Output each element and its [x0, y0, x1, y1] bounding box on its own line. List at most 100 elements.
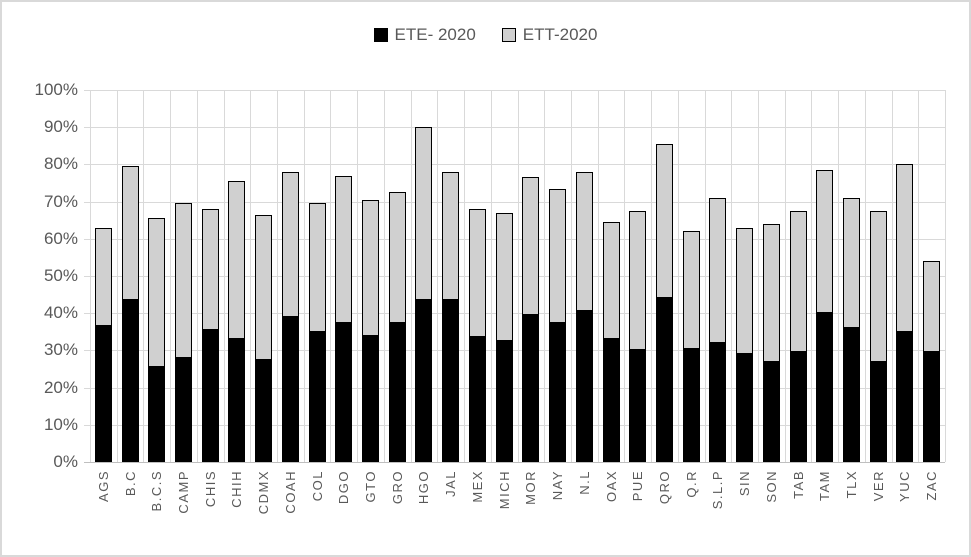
bar-segment-ett-2020[interactable]	[228, 181, 246, 340]
bar-segment-ett-2020[interactable]	[308, 203, 326, 332]
vertical-gridline	[223, 90, 225, 462]
vertical-gridline	[597, 90, 599, 462]
legend-item[interactable]: ETT-2020	[501, 26, 597, 43]
vertical-gridline	[918, 90, 920, 462]
bar-segment-ett-2020[interactable]	[682, 231, 700, 349]
legend-item[interactable]: ETE- 2020	[373, 26, 476, 43]
bar-segment-ett-2020[interactable]	[842, 197, 860, 329]
bar-segment-ett-2020[interactable]	[629, 210, 647, 351]
bar-segment-ett-2020[interactable]	[415, 127, 433, 301]
bar-segment-ete-2020[interactable]	[388, 322, 406, 462]
vertical-gridline	[303, 90, 305, 462]
bar-segment-ete-2020[interactable]	[201, 329, 219, 462]
bar-segment-ett-2020[interactable]	[923, 261, 941, 353]
bar-segment-ett-2020[interactable]	[736, 227, 754, 355]
bar-segment-ete-2020[interactable]	[762, 361, 780, 462]
bar-segment-ett-2020[interactable]	[388, 192, 406, 323]
x-axis-tick-label-text: OAX	[603, 470, 619, 502]
bar-segment-ete-2020[interactable]	[415, 300, 433, 462]
bar-segment-ete-2020[interactable]	[175, 357, 193, 462]
bar-segment-ett-2020[interactable]	[816, 169, 834, 314]
bar-segment-ete-2020[interactable]	[255, 359, 273, 462]
bar-segment-ete-2020[interactable]	[789, 352, 807, 462]
bar-segment-ett-2020[interactable]	[495, 212, 513, 342]
bar-segment-ett-2020[interactable]	[709, 197, 727, 343]
bar-stack	[629, 90, 647, 462]
bar-segment-ete-2020[interactable]	[923, 352, 941, 462]
vertical-gridline	[437, 90, 439, 462]
bar-segment-ett-2020[interactable]	[869, 210, 887, 362]
bar-segment-ete-2020[interactable]	[629, 350, 647, 462]
bar-segment-ett-2020[interactable]	[121, 166, 139, 301]
y-axis-tick-label: 20%	[43, 377, 78, 397]
y-axis-tick-label: 0%	[53, 452, 78, 471]
bar-segment-ett-2020[interactable]	[94, 227, 112, 327]
bar-segment-ett-2020[interactable]	[281, 171, 299, 317]
bar-segment-ete-2020[interactable]	[335, 322, 353, 462]
x-axis-tick-label-text: CDMX	[256, 470, 272, 515]
x-axis-tick-label: N.L	[576, 470, 601, 495]
bar-segment-ett-2020[interactable]	[549, 188, 567, 323]
bar-segment-ete-2020[interactable]	[869, 361, 887, 462]
bar-segment-ete-2020[interactable]	[709, 342, 727, 462]
bar-segment-ett-2020[interactable]	[442, 171, 460, 301]
bar-segment-ete-2020[interactable]	[602, 339, 620, 462]
bar-segment-ett-2020[interactable]	[362, 199, 380, 336]
bar-segment-ett-2020[interactable]	[762, 223, 780, 362]
bar-segment-ete-2020[interactable]	[682, 348, 700, 462]
vertical-gridline	[277, 90, 279, 462]
bar-segment-ete-2020[interactable]	[121, 300, 139, 462]
bar-segment-ete-2020[interactable]	[655, 298, 673, 462]
bar-segment-ete-2020[interactable]	[281, 316, 299, 462]
bar-segment-ett-2020[interactable]	[335, 175, 353, 323]
x-axis-tick-label-text: VER	[870, 470, 886, 502]
bar-segment-ete-2020[interactable]	[736, 354, 754, 462]
bar-stack	[842, 90, 860, 462]
bar-segment-ett-2020[interactable]	[575, 171, 593, 312]
bar-segment-ete-2020[interactable]	[842, 328, 860, 462]
vertical-gridline	[757, 90, 759, 462]
bar-segment-ete-2020[interactable]	[468, 337, 486, 462]
bar-segment-ete-2020[interactable]	[522, 315, 540, 462]
x-axis-tick-label-text: SON	[763, 470, 779, 503]
x-axis-tick-label-text: B.C.S	[149, 470, 165, 512]
bar-stack	[415, 90, 433, 462]
x-axis-tick-label: TAB	[790, 470, 819, 499]
bar-segment-ete-2020[interactable]	[816, 313, 834, 462]
y-axis-tick-label: 70%	[43, 191, 78, 211]
bar-segment-ete-2020[interactable]	[148, 367, 166, 462]
y-axis-tick-label: 100%	[34, 80, 78, 99]
horizontal-gridline	[84, 127, 945, 129]
vertical-gridline	[624, 90, 626, 462]
bar-segment-ete-2020[interactable]	[94, 326, 112, 462]
bar-segment-ete-2020[interactable]	[228, 339, 246, 462]
vertical-gridline	[704, 90, 706, 462]
bar-segment-ett-2020[interactable]	[896, 164, 914, 332]
bar-segment-ete-2020[interactable]	[575, 311, 593, 462]
bar-stack	[335, 90, 353, 462]
bar-stack	[495, 90, 513, 462]
bar-segment-ete-2020[interactable]	[896, 331, 914, 462]
x-axis-tick-label: NAY	[549, 470, 579, 500]
bar-segment-ete-2020[interactable]	[495, 341, 513, 462]
bar-segment-ett-2020[interactable]	[175, 203, 193, 358]
bar-segment-ete-2020[interactable]	[308, 331, 326, 462]
bar-segment-ett-2020[interactable]	[201, 209, 219, 330]
x-axis-tick-label-text: COAH	[282, 470, 298, 514]
bar-stack	[816, 90, 834, 462]
bar-segment-ett-2020[interactable]	[468, 209, 486, 338]
bar-stack	[896, 90, 914, 462]
bar-segment-ett-2020[interactable]	[255, 214, 273, 360]
bar-segment-ett-2020[interactable]	[789, 210, 807, 353]
bar-segment-ett-2020[interactable]	[522, 177, 540, 316]
vertical-gridline	[490, 90, 492, 462]
bar-segment-ett-2020[interactable]	[655, 143, 673, 299]
bar-segment-ett-2020[interactable]	[602, 222, 620, 340]
bar-stack	[201, 90, 219, 462]
bar-segment-ete-2020[interactable]	[362, 335, 380, 462]
legend-marker-icon	[501, 27, 516, 42]
bar-segment-ete-2020[interactable]	[549, 322, 567, 462]
bar-segment-ett-2020[interactable]	[148, 218, 166, 368]
bar-segment-ete-2020[interactable]	[442, 300, 460, 462]
vertical-gridline	[838, 90, 840, 462]
